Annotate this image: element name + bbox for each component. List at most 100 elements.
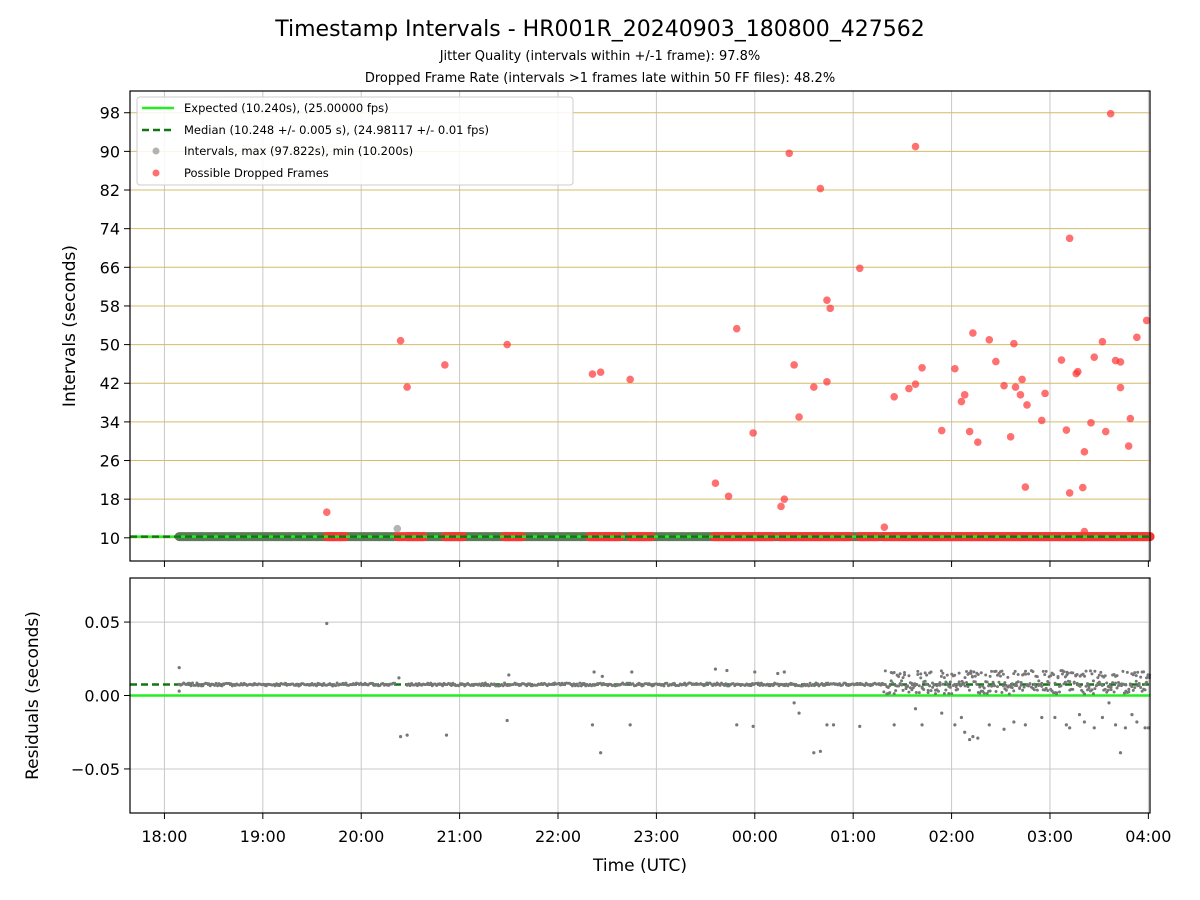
residual-point-752: [1090, 688, 1094, 692]
residual-point-629: [998, 674, 1002, 678]
residual-point-753: [1090, 672, 1094, 676]
residual-point-563: [950, 692, 954, 696]
residual-point-770: [1103, 687, 1107, 691]
dropped-point-29: [937, 426, 946, 435]
residual-point-595: [973, 680, 977, 684]
dropped-point-46: [1037, 416, 1046, 425]
residual-point-198: [480, 681, 484, 685]
residual-point-817: [1137, 681, 1141, 685]
xtick-label-5: 23:00: [633, 827, 679, 846]
residual-point-592: [972, 670, 976, 674]
residual-point-497: [901, 676, 905, 680]
residual-point-667: [1026, 684, 1030, 688]
residual-outlier-49: [713, 667, 718, 671]
dropped-point-37: [992, 357, 1000, 366]
residual-point-783: [1112, 690, 1116, 694]
residual-outlier-14: [812, 751, 816, 755]
residual-outlier-35: [1064, 723, 1068, 727]
residual-point-602: [979, 671, 983, 675]
residual-point-614: [988, 674, 992, 678]
residual-point-606: [982, 691, 986, 695]
dropped-point-28: [918, 363, 926, 372]
xtick-label-8: 02:00: [929, 827, 975, 846]
residual-point-430: [823, 683, 827, 687]
residual-point-528: [925, 673, 929, 677]
dropped-point-1: [396, 336, 405, 345]
residual-point-795: [1121, 669, 1125, 673]
residual-point-199: [482, 684, 486, 688]
residual-point-679: [1035, 688, 1039, 692]
residual-point-680: [1037, 679, 1041, 683]
residual-outlier-5: [444, 733, 449, 737]
residual-point-729: [1072, 681, 1076, 685]
residual-point-798: [1124, 683, 1128, 687]
residual-point-359: [718, 683, 722, 687]
residual-point-425: [815, 682, 819, 686]
residual-point-521: [919, 676, 923, 680]
residual-outlier-13: [797, 711, 801, 715]
residual-point-673: [1031, 670, 1035, 674]
residual-point-766: [1100, 684, 1104, 688]
residual-point-523: [920, 685, 924, 689]
residual-point-585: [966, 685, 970, 689]
xtick-label-3: 21:00: [437, 827, 483, 846]
dropped-point-44: [1021, 483, 1030, 491]
intervals-ytick-label-2: 26: [100, 452, 120, 471]
dropped-point-33: [965, 427, 974, 436]
residual-point-380: [749, 684, 753, 688]
residual-point-568: [954, 685, 958, 689]
figure-title: Timestamp Intervals - HR001R_20240903_18…: [274, 17, 924, 42]
residual-point-335: [683, 681, 687, 685]
legend-intervals-label: Intervals, max (97.822s), min (10.200s): [184, 144, 413, 158]
intervals-ytick-label-8: 74: [100, 220, 120, 239]
residual-point-582: [964, 670, 968, 674]
residual-point-11: [193, 683, 197, 687]
residual-point-420: [808, 681, 812, 685]
residual-point-636: [1004, 688, 1008, 692]
residual-point-622: [994, 669, 998, 673]
residual-point-26: [216, 684, 220, 688]
dropped-point-19: [823, 377, 831, 386]
intervals-y-axis-label: Intervals (seconds): [60, 245, 80, 407]
residual-point-515: [914, 683, 918, 687]
residual-point-107: [335, 681, 339, 685]
residual-point-471: [882, 690, 886, 694]
residual-point-707: [1056, 676, 1060, 680]
residual-outlier-17: [831, 723, 836, 727]
dropped-point-9: [724, 492, 733, 501]
residual-point-547: [938, 683, 942, 687]
residual-point-746: [1086, 682, 1090, 686]
residual-outlier-19: [892, 723, 896, 727]
residual-point-540: [934, 692, 938, 696]
residual-point-171: [441, 684, 445, 688]
dropped-point-8: [711, 479, 720, 488]
residual-point-743: [1083, 692, 1087, 696]
residual-outlier-48: [1146, 726, 1150, 730]
residual-point-813: [1134, 679, 1138, 683]
residual-point-802: [1127, 690, 1131, 694]
dropped-point-39: [1006, 433, 1015, 441]
dropped-point-63: [1116, 358, 1125, 366]
residual-point-824: [1143, 688, 1147, 692]
residual-outlier-8: [599, 751, 603, 755]
residual-point-596: [975, 682, 979, 686]
residual-point-618: [991, 680, 995, 684]
residual-point-616: [990, 669, 994, 673]
residual-point-684: [1040, 684, 1044, 688]
residual-outlier-55: [600, 674, 604, 679]
legend-dropped-label: Possible Dropped Frames: [184, 166, 329, 180]
residual-point-810: [1133, 671, 1137, 675]
residual-point-700: [1052, 673, 1056, 677]
residual-point-518: [917, 684, 921, 688]
residual-point-197: [479, 684, 483, 688]
residual-point-539: [932, 683, 936, 687]
residual-outlier-39: [1092, 726, 1096, 730]
residual-point-712: [1060, 672, 1064, 676]
residual-outlier-52: [776, 671, 780, 676]
dropped-point-66: [1126, 414, 1135, 423]
residual-point-745: [1084, 684, 1088, 688]
residual-outlier-27: [971, 735, 975, 739]
dropped-point-22: [855, 264, 864, 273]
residual-point-688: [1043, 673, 1047, 677]
